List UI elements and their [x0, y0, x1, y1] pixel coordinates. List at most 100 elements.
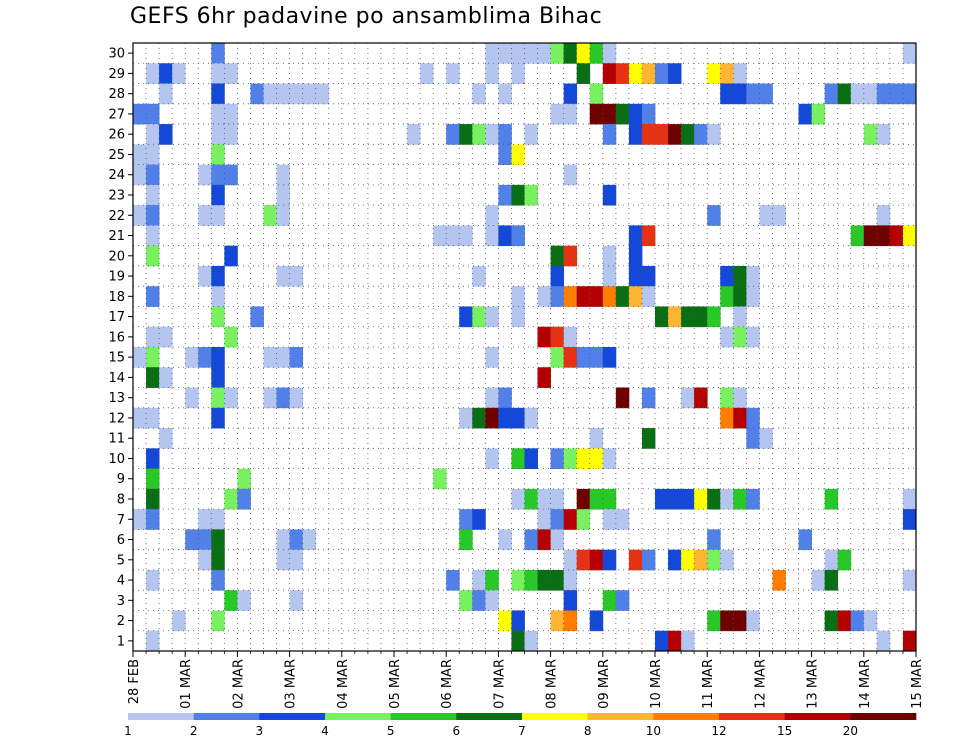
heatmap-cell [485, 306, 499, 328]
heatmap-cell [511, 43, 525, 64]
heatmap-cell [498, 184, 512, 206]
heatmap-cell [407, 124, 421, 145]
x-tick-label: 03 MAR [284, 659, 299, 709]
heatmap-cell [146, 184, 160, 206]
colorbar-tick-label: 8 [584, 724, 592, 738]
heatmap-cell [641, 265, 656, 287]
heatmap-cell [655, 306, 669, 328]
heatmap-cell [211, 103, 225, 125]
heatmap-cell [694, 124, 708, 145]
heatmap-cell [733, 286, 747, 307]
x-tick-label: 07 MAR [492, 659, 507, 709]
y-tick-label: 10 [108, 452, 125, 467]
heatmap-cell [237, 488, 251, 510]
heatmap-cell [485, 590, 499, 611]
heatmap-cell [628, 245, 643, 267]
heatmap-cell [811, 103, 826, 125]
heatmap-cell [824, 569, 839, 591]
colorbar-tick-label: 10 [646, 724, 661, 738]
heatmap-cell [459, 590, 473, 611]
x-tick-label: 15 MAR [910, 659, 925, 709]
heatmap-cell [524, 569, 538, 591]
colorbar-swatch [456, 713, 523, 720]
heatmap-cell [485, 205, 499, 226]
x-tick-label: 09 MAR [597, 659, 612, 709]
heatmap-cell [602, 124, 617, 145]
heatmap-cell [798, 529, 812, 551]
heatmap-cell [863, 124, 878, 145]
heatmap-cell [498, 225, 512, 247]
y-tick-label: 13 [108, 391, 125, 406]
heatmap-cell [615, 103, 630, 125]
heatmap-cell [563, 448, 578, 469]
heatmap-cell [146, 144, 160, 165]
heatmap-cell [655, 630, 669, 652]
heatmap-cell [641, 428, 656, 449]
heatmap-cell [550, 610, 565, 632]
heatmap-cell [250, 83, 264, 105]
heatmap-cell [146, 367, 160, 388]
heatmap-cell [772, 205, 786, 226]
heatmap-cell [602, 103, 617, 125]
heatmap-cell [185, 529, 199, 551]
heatmap-cell [563, 164, 578, 186]
heatmap-cell [550, 448, 565, 469]
heatmap-cell [524, 407, 538, 429]
heatmap-cell [589, 43, 604, 64]
heatmap-cell [550, 569, 565, 591]
heatmap-cell [485, 124, 499, 145]
heatmap-cell [641, 549, 656, 571]
heatmap-cell [511, 448, 525, 469]
y-tick-label: 29 [108, 67, 125, 82]
heatmap-cell [824, 83, 839, 105]
colorbar-tick-label: 7 [518, 724, 526, 738]
heatmap-cell [159, 367, 173, 388]
heatmap-cell [550, 326, 565, 348]
y-tick-label: 26 [108, 128, 125, 143]
heatmap-cell [302, 83, 317, 105]
heatmap-cell [511, 306, 525, 328]
heatmap-cell [876, 124, 891, 145]
heatmap-cell [211, 549, 225, 571]
y-tick-label: 27 [108, 107, 125, 122]
heatmap-cell [146, 468, 160, 490]
heatmap-cell [276, 184, 290, 206]
heatmap-cell [746, 326, 760, 348]
heatmap-cell [146, 286, 160, 307]
heatmap-cell [524, 184, 538, 206]
y-tick-label: 4 [117, 574, 125, 589]
heatmap-cell [224, 387, 238, 409]
heatmap-cell [824, 488, 839, 510]
heatmap-cell [211, 265, 225, 287]
heatmap-cell [668, 549, 682, 571]
heatmap-cell [211, 184, 225, 206]
heatmap-cell [746, 83, 760, 105]
heatmap-cell [707, 63, 721, 84]
heatmap-cell [276, 529, 290, 551]
heatmap-cell [694, 306, 708, 328]
heatmap-cell [668, 488, 682, 510]
heatmap-cell [146, 347, 160, 368]
colorbar-swatch [325, 713, 391, 720]
heatmap-cell [733, 306, 747, 328]
heatmap-cell [668, 63, 682, 84]
heatmap-cell [550, 509, 565, 530]
heatmap-cell [172, 63, 186, 84]
heatmap-cell [459, 124, 473, 145]
colorbar-tick-label: 4 [321, 724, 329, 738]
heatmap-cell [707, 549, 721, 571]
heatmap-cell [563, 83, 578, 105]
heatmap-cell [302, 529, 317, 551]
heatmap-cell [707, 205, 721, 226]
y-tick-label: 22 [108, 209, 125, 224]
heatmap-cell [576, 448, 591, 469]
heatmap-cell [746, 286, 760, 307]
heatmap-cell [433, 468, 447, 490]
y-tick-label: 7 [117, 513, 125, 528]
x-tick-label: 04 MAR [336, 659, 351, 709]
heatmap-cell [668, 306, 682, 328]
heatmap-cell [550, 529, 565, 551]
heatmap-cell [576, 347, 591, 368]
heatmap-cell [641, 103, 656, 125]
